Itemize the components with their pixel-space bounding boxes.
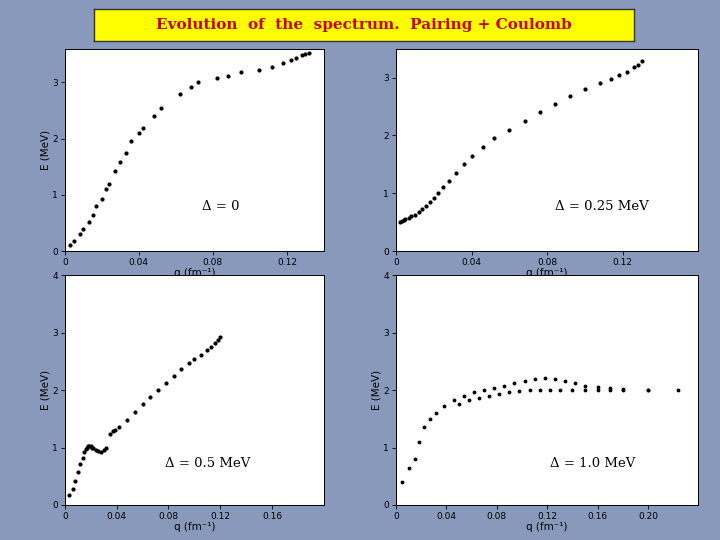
X-axis label: q (fm⁻¹): q (fm⁻¹) [526, 522, 568, 532]
X-axis label: q (fm⁻¹): q (fm⁻¹) [174, 522, 215, 532]
X-axis label: q (fm⁻¹): q (fm⁻¹) [174, 268, 215, 279]
Y-axis label: E (MeV): E (MeV) [372, 370, 382, 410]
Text: Δ = 0.5 MeV: Δ = 0.5 MeV [165, 457, 250, 470]
Text: Evolution  of  the  spectrum.  Pairing + Coulomb: Evolution of the spectrum. Pairing + Cou… [156, 18, 572, 32]
Text: Δ = 0.25 MeV: Δ = 0.25 MeV [554, 200, 649, 213]
Text: Δ = 1.0 MeV: Δ = 1.0 MeV [550, 457, 635, 470]
Text: Δ = 0: Δ = 0 [202, 200, 239, 213]
Y-axis label: E (MeV): E (MeV) [41, 370, 50, 410]
Y-axis label: E (MeV): E (MeV) [41, 130, 50, 170]
X-axis label: q (fm⁻¹): q (fm⁻¹) [526, 268, 568, 279]
